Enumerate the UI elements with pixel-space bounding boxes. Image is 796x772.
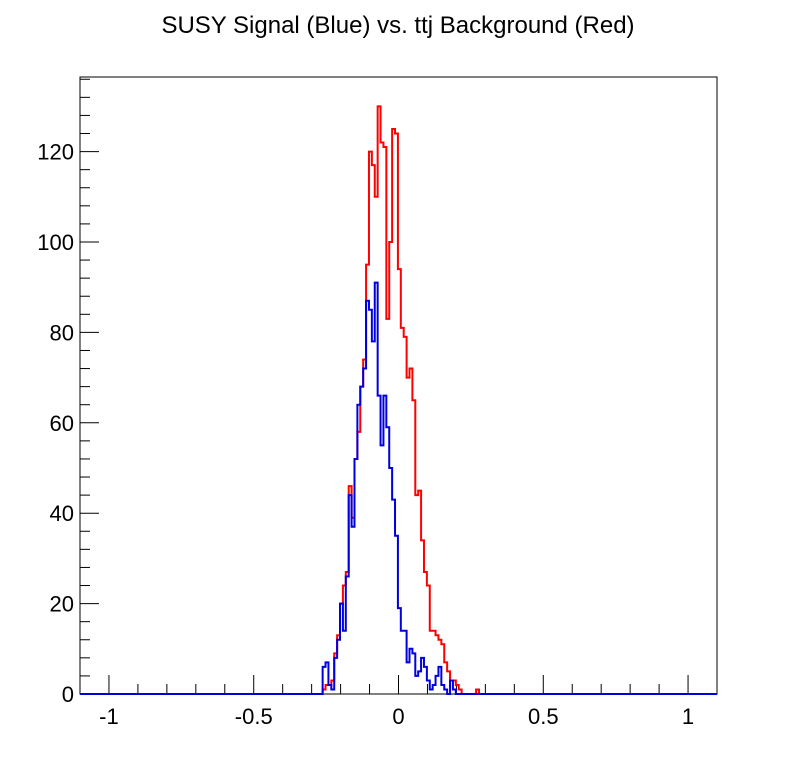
- histogram-bin: [401, 631, 404, 694]
- histogram-bin: [418, 671, 421, 694]
- histogram-bin: [407, 662, 410, 694]
- histogram-bin: [415, 676, 418, 694]
- histogram-bin: [430, 689, 433, 694]
- series-layer: [80, 105, 717, 695]
- histogram-bin: [395, 536, 398, 694]
- histogram-bin: [349, 495, 352, 694]
- histogram-bin: [340, 604, 343, 694]
- histogram-bin: [354, 459, 357, 694]
- histogram-bin: [410, 649, 413, 694]
- histogram-bin: [352, 527, 355, 694]
- y-tick-label: 0: [62, 682, 74, 707]
- x-axis: -1 -0.5 0 0.5 1: [79, 675, 718, 729]
- histogram-bin: [453, 689, 456, 694]
- histogram-bin: [386, 427, 389, 694]
- histogram-bin: [331, 689, 334, 694]
- histogram-bin: [343, 631, 346, 694]
- y-tick-label: 60: [50, 411, 74, 436]
- histogram-bin: [444, 689, 447, 694]
- histogram-bin: [436, 676, 439, 694]
- histogram-bin: [427, 680, 430, 694]
- histogram-series-blue: [80, 281, 717, 695]
- y-axis: 0 20 40 60 80 100 120: [37, 78, 99, 707]
- histogram-series-red: [80, 105, 717, 695]
- histogram-bin: [360, 387, 363, 694]
- histogram-bin: [450, 680, 453, 694]
- chart-title: SUSY Signal (Blue) vs. ttj Background (R…: [161, 12, 635, 39]
- x-tick-label: 1: [682, 704, 694, 729]
- histogram-bin: [334, 658, 337, 694]
- histogram-bin: [424, 667, 427, 694]
- histogram-bin: [381, 445, 384, 694]
- histogram-bin: [410, 369, 413, 694]
- histogram-bin: [404, 631, 407, 694]
- x-tick-label: -0.5: [235, 704, 273, 729]
- histogram-bin: [378, 396, 381, 694]
- histogram-bin: [421, 658, 424, 694]
- histogram-bin: [366, 301, 369, 694]
- histogram-bin: [398, 608, 401, 694]
- x-tick-label: -1: [99, 704, 119, 729]
- histogram-bin: [328, 685, 331, 694]
- histogram-bin: [392, 500, 395, 694]
- y-tick-label: 100: [37, 230, 74, 255]
- histogram-bin: [412, 653, 415, 694]
- histogram-bin: [337, 640, 340, 694]
- histogram-bin: [433, 685, 436, 694]
- histogram-bin: [323, 667, 326, 694]
- histogram-bin: [438, 667, 441, 694]
- histogram-bin: [441, 685, 444, 694]
- histogram-bin: [389, 468, 392, 694]
- x-tick-label: 0.5: [528, 704, 559, 729]
- histogram-bin: [363, 369, 366, 694]
- y-tick-label: 40: [50, 501, 74, 526]
- histogram-bin: [375, 283, 378, 694]
- y-tick-label: 20: [50, 592, 74, 617]
- histogram-bin: [326, 662, 329, 694]
- y-tick-label: 80: [50, 320, 74, 345]
- y-tick-label: 120: [37, 140, 74, 165]
- histogram-bin: [372, 341, 375, 694]
- histogram-bin: [369, 310, 372, 694]
- histogram-bin: [383, 396, 386, 694]
- histogram-bin: [357, 405, 360, 694]
- histogram-bin: [346, 576, 349, 694]
- x-tick-label: 0: [392, 704, 404, 729]
